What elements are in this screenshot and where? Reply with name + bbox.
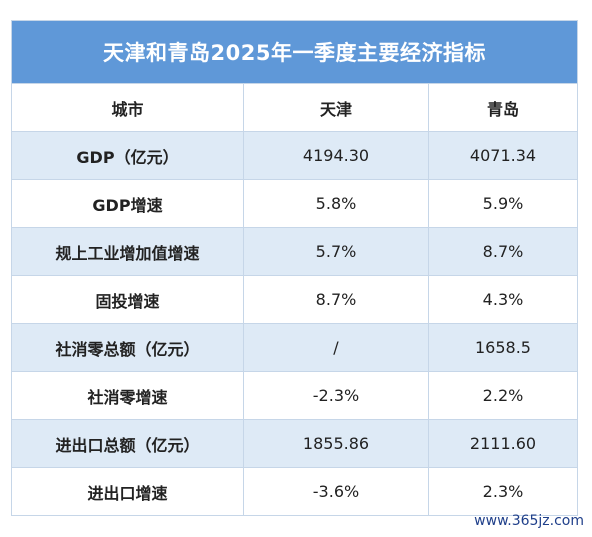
tianjin-value: 5.8% <box>244 180 429 227</box>
row-label: 社消零总额（亿元） <box>12 324 244 371</box>
tianjin-value: -3.6% <box>244 468 429 515</box>
table-row: GDP（亿元） 4194.30 4071.34 <box>12 131 577 179</box>
qingdao-value: 4071.34 <box>469 146 537 165</box>
table-title: 天津和青岛2025年一季度主要经济指标 <box>12 21 577 83</box>
qingdao-value: 8.7% <box>482 242 524 261</box>
table-row: 社消零增速 -2.3% 2.2% <box>12 371 577 419</box>
row-label: 社消零增速 <box>12 372 244 419</box>
tianjin-value: 1855.86 <box>244 420 429 467</box>
site-watermark: www.365jz.com <box>474 513 584 529</box>
row-label: GDP（亿元） <box>12 132 244 179</box>
table-header-row: 城市 天津 青岛 <box>12 83 577 131</box>
table-row: 固投增速 8.7% 4.3% <box>12 275 577 323</box>
indicator-table: 天津和青岛2025年一季度主要经济指标 城市 天津 青岛 GDP（亿元） 419… <box>11 20 578 516</box>
row-label: 规上工业增加值增速 <box>12 228 244 275</box>
qingdao-value: 1658.5 <box>475 338 531 357</box>
table-row: GDP增速 5.8% 5.9% <box>12 179 577 227</box>
table-row: 进出口增速 -3.6% 2.3% <box>12 467 577 515</box>
qingdao-value: 5.9% <box>482 194 524 213</box>
tianjin-value: 4194.30 <box>244 132 429 179</box>
row-label: 进出口增速 <box>12 468 244 515</box>
row-label: 进出口总额（亿元） <box>12 420 244 467</box>
header-tianjin: 天津 <box>244 84 429 131</box>
qingdao-value: 4.3% <box>482 290 524 309</box>
header-qingdao: 青岛 <box>486 99 519 119</box>
qingdao-value: 2.3% <box>482 482 524 501</box>
tianjin-value: 5.7% <box>244 228 429 275</box>
row-label: 固投增速 <box>12 276 244 323</box>
table-row: 进出口总额（亿元） 1855.86 2111.60 <box>12 419 577 467</box>
tianjin-value: 8.7% <box>244 276 429 323</box>
table-row: 规上工业增加值增速 5.7% 8.7% <box>12 227 577 275</box>
tianjin-value: -2.3% <box>244 372 429 419</box>
table-row: 社消零总额（亿元） / 1658.5 <box>12 323 577 371</box>
tianjin-value: / <box>244 324 429 371</box>
row-label: GDP增速 <box>12 180 244 227</box>
header-city: 城市 <box>12 84 244 131</box>
qingdao-value: 2.2% <box>482 386 524 405</box>
qingdao-value: 2111.60 <box>469 434 537 453</box>
